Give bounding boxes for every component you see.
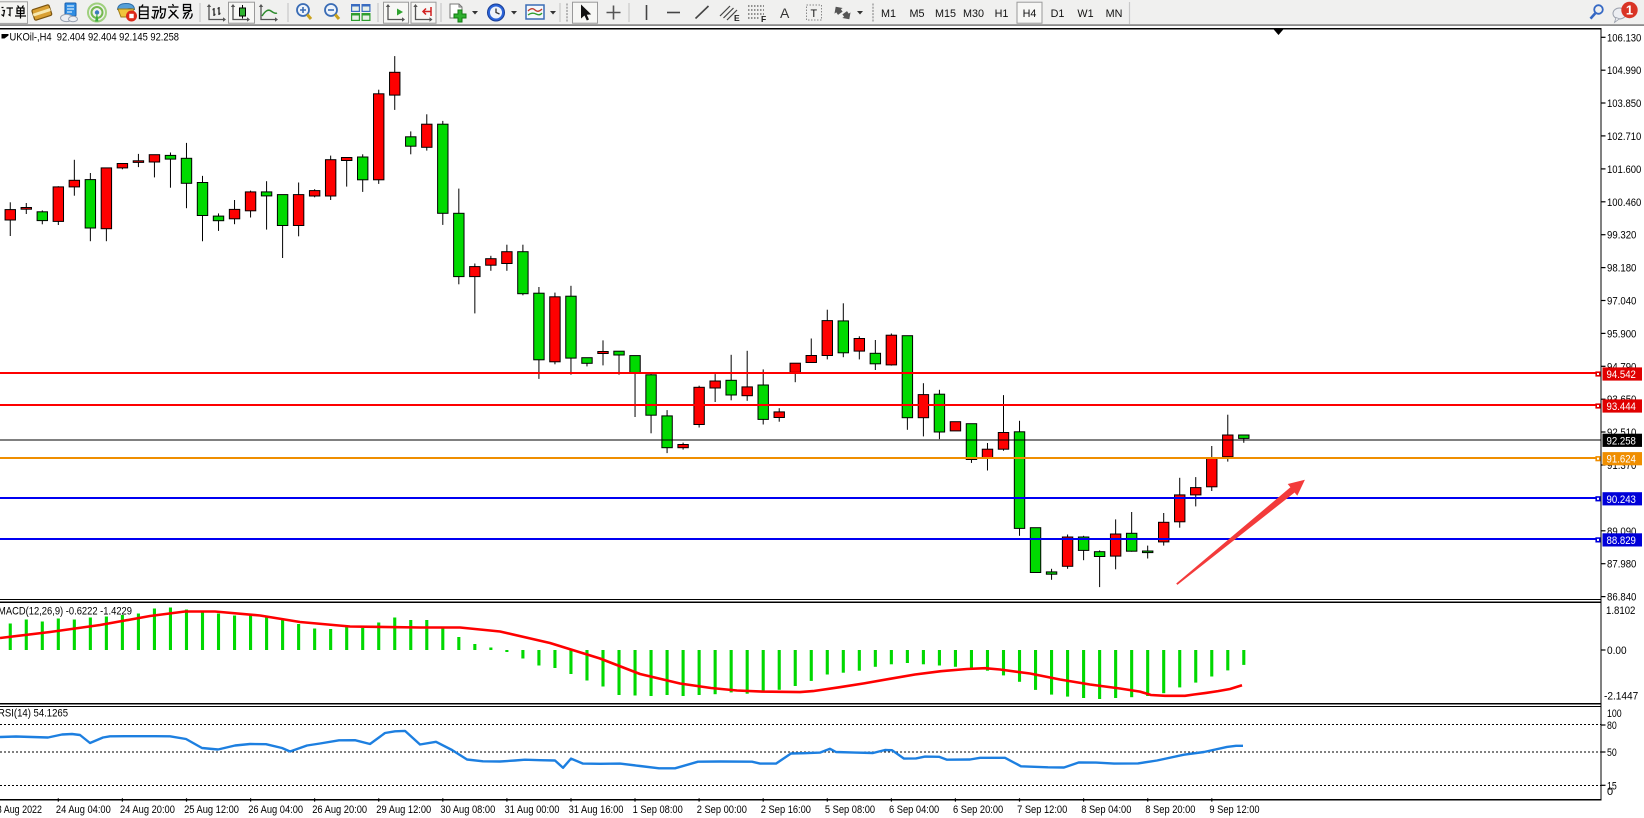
svg-text:8 Sep 20:00: 8 Sep 20:00 xyxy=(1145,804,1195,816)
svg-text:5 Sep 08:00: 5 Sep 08:00 xyxy=(825,804,875,816)
svg-text:98.180: 98.180 xyxy=(1607,263,1636,275)
svg-text:E: E xyxy=(734,13,740,23)
svg-text:1.8102: 1.8102 xyxy=(1606,605,1635,617)
svg-text:29 Aug 12:00: 29 Aug 12:00 xyxy=(376,804,431,816)
svg-text:F: F xyxy=(761,14,766,24)
svg-text:80: 80 xyxy=(1607,720,1617,732)
svg-text:23 Aug 2022: 23 Aug 2022 xyxy=(0,804,42,816)
svg-text:6 Sep 04:00: 6 Sep 04:00 xyxy=(889,804,939,816)
svg-text:9 Sep 12:00: 9 Sep 12:00 xyxy=(1209,804,1259,816)
svg-text:RSI(14) 54.1265: RSI(14) 54.1265 xyxy=(0,708,68,720)
svg-text:24 Aug 20:00: 24 Aug 20:00 xyxy=(120,804,175,816)
svg-text:8 Sep 04:00: 8 Sep 04:00 xyxy=(1081,804,1131,816)
svg-text:24 Aug 04:00: 24 Aug 04:00 xyxy=(56,804,111,816)
svg-text:MACD(12,26,9) -0.6222 -1.4229: MACD(12,26,9) -0.6222 -1.4229 xyxy=(0,606,132,618)
svg-text:2 Sep 00:00: 2 Sep 00:00 xyxy=(697,804,747,816)
svg-text:H1: H1 xyxy=(995,8,1009,20)
svg-text:-2.1447: -2.1447 xyxy=(1604,691,1638,703)
svg-text:104.990: 104.990 xyxy=(1607,65,1641,77)
svg-text:103.850: 103.850 xyxy=(1607,98,1641,110)
svg-text:15: 15 xyxy=(1607,780,1617,792)
svg-text:1: 1 xyxy=(1626,3,1633,18)
svg-text:26 Aug 04:00: 26 Aug 04:00 xyxy=(248,804,303,816)
svg-text:93.444: 93.444 xyxy=(1607,401,1636,413)
svg-text:90.243: 90.243 xyxy=(1607,494,1636,506)
svg-text:M1: M1 xyxy=(881,8,896,20)
svg-text:88.829: 88.829 xyxy=(1607,535,1636,547)
svg-text:1 Sep 08:00: 1 Sep 08:00 xyxy=(633,804,683,816)
svg-text:W1: W1 xyxy=(1077,8,1093,20)
svg-text:M30: M30 xyxy=(963,8,984,20)
svg-text:T: T xyxy=(811,8,818,20)
svg-text:6 Sep 20:00: 6 Sep 20:00 xyxy=(953,804,1003,816)
svg-text:31 Aug 00:00: 31 Aug 00:00 xyxy=(505,804,560,816)
svg-text:106.130: 106.130 xyxy=(1607,32,1641,44)
svg-text:30 Aug 08:00: 30 Aug 08:00 xyxy=(440,804,495,816)
svg-text:H4: H4 xyxy=(1023,8,1037,20)
svg-text:86.840: 86.840 xyxy=(1607,592,1636,604)
svg-text:101.600: 101.600 xyxy=(1607,164,1641,176)
svg-text:50: 50 xyxy=(1607,747,1617,759)
svg-text:91.624: 91.624 xyxy=(1607,454,1636,466)
svg-text:87.980: 87.980 xyxy=(1607,559,1636,571)
svg-text:A: A xyxy=(780,5,790,21)
svg-text:100.460: 100.460 xyxy=(1607,197,1641,209)
svg-text:26 Aug 20:00: 26 Aug 20:00 xyxy=(312,804,367,816)
svg-text:UKOil-,H4 92.404 92.404 92.14: UKOil-,H4 92.404 92.404 92.145 92.258 xyxy=(10,32,180,44)
svg-text:M15: M15 xyxy=(935,8,956,20)
svg-text:MN: MN xyxy=(1106,8,1123,20)
svg-text:97.040: 97.040 xyxy=(1607,296,1636,308)
svg-text:94.542: 94.542 xyxy=(1607,369,1636,381)
svg-text:7 Sep 12:00: 7 Sep 12:00 xyxy=(1017,804,1067,816)
svg-text:M5: M5 xyxy=(910,8,925,20)
svg-text:2 Sep 16:00: 2 Sep 16:00 xyxy=(761,804,811,816)
svg-text:D1: D1 xyxy=(1051,8,1065,20)
svg-text:0.00: 0.00 xyxy=(1607,645,1627,657)
svg-text:95.900: 95.900 xyxy=(1607,328,1636,340)
svg-text:25 Aug 12:00: 25 Aug 12:00 xyxy=(184,804,239,816)
svg-text:102.710: 102.710 xyxy=(1607,131,1641,143)
svg-text:99.320: 99.320 xyxy=(1607,230,1636,242)
svg-text:0: 0 xyxy=(1607,786,1613,798)
svg-text:31 Aug 16:00: 31 Aug 16:00 xyxy=(569,804,624,816)
svg-text:92.258: 92.258 xyxy=(1607,435,1636,447)
svg-text:100: 100 xyxy=(1607,708,1622,720)
